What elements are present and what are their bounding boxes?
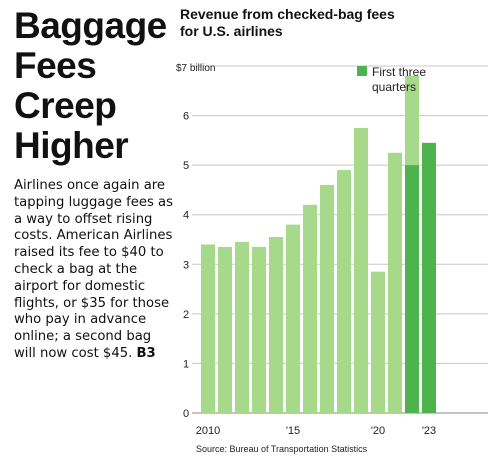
bar [269, 237, 283, 413]
headline-line: Baggage [14, 5, 167, 46]
x-tick-label: '20 [371, 425, 385, 437]
y-tick-label: 4 [183, 210, 189, 222]
chart-title-line: for U.S. airlines [180, 23, 283, 39]
headline-line: Higher [14, 125, 129, 166]
bar [371, 271, 385, 413]
legend-swatch [357, 66, 367, 76]
bar-first-three-quarters [405, 165, 419, 413]
source-note: Source: Bureau of Transportation Statist… [196, 444, 368, 454]
bar [235, 241, 249, 413]
bar [388, 152, 402, 413]
headline: Baggage Fees Creep Higher [14, 6, 174, 166]
bar [303, 204, 317, 413]
legend-label: First three [372, 65, 426, 79]
bar-first-three-quarters [422, 142, 436, 414]
bar-full-year [405, 75, 419, 166]
chart-title: Revenue from checked-bag fees for U.S. a… [180, 6, 480, 40]
bar [286, 224, 300, 413]
y-tick-label: 0 [183, 408, 189, 420]
bar [337, 170, 351, 413]
x-tick-label: '15 [286, 425, 300, 437]
bar [218, 246, 232, 413]
headline-line: Creep [14, 85, 117, 126]
legend-label: quarters [372, 80, 416, 94]
x-tick-label: '23 [422, 425, 436, 437]
bar [354, 127, 368, 413]
headline-line: Fees [14, 45, 97, 86]
y-tick-label: 1 [183, 358, 189, 370]
bar [252, 246, 266, 413]
y-tick-label: 5 [183, 160, 189, 172]
blurb: Airlines once again are tapping luggage … [14, 178, 174, 363]
x-tick-label: 2010 [196, 425, 220, 437]
y-tick-label: 2 [183, 309, 189, 321]
bar [201, 244, 215, 413]
y-tick-label: 3 [183, 259, 189, 271]
y-tick-label: 6 [183, 111, 189, 123]
chart-title-line: Revenue from checked-bag fees [180, 6, 395, 22]
y-tick-label: $7 billion [176, 63, 215, 74]
blurb-text: Airlines once again are tapping luggage … [14, 178, 173, 361]
blurb-ref: B3 [136, 345, 156, 361]
bar [320, 184, 334, 413]
